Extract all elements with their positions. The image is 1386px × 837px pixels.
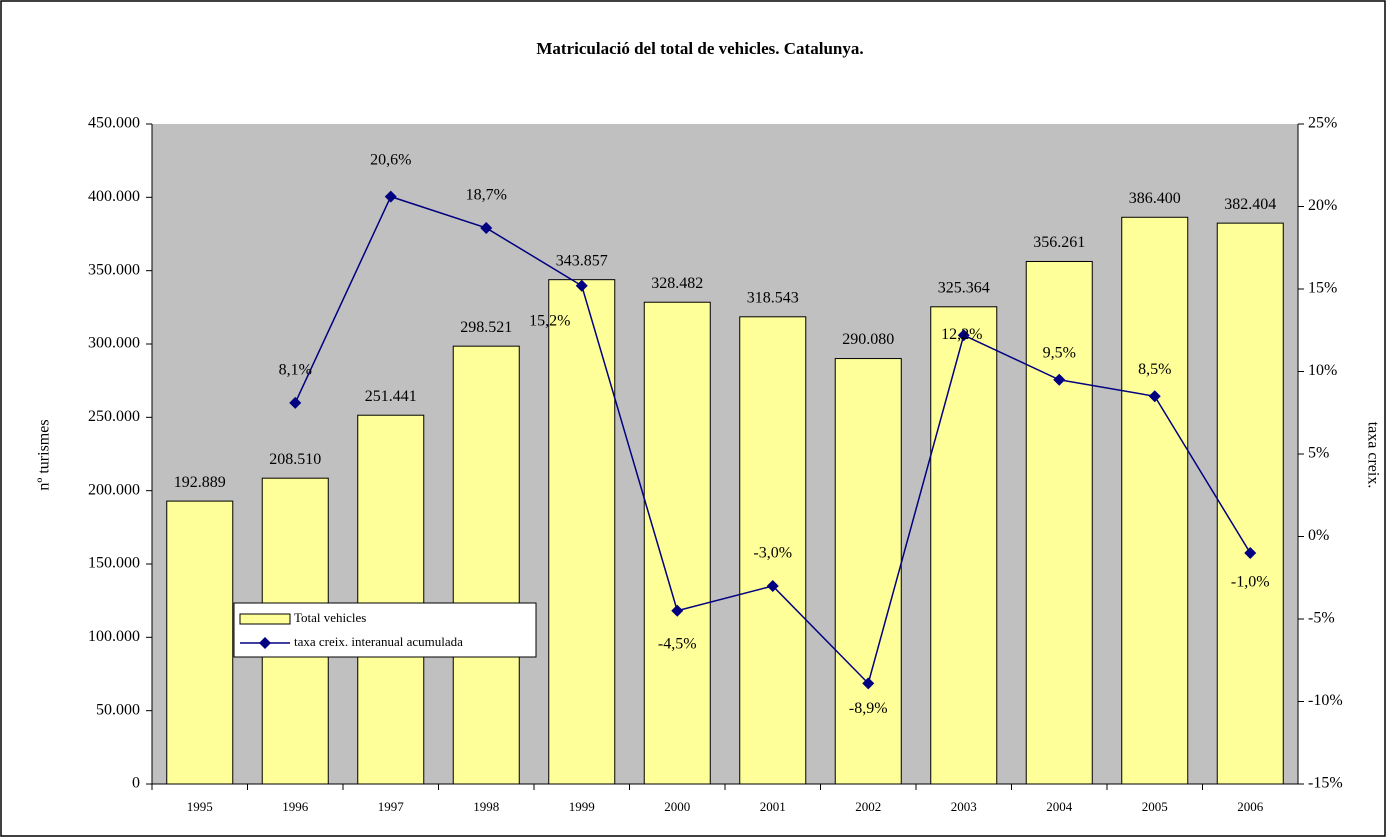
y-tick-label: 0 — [132, 775, 140, 792]
line-marker — [384, 190, 397, 203]
line-marker — [766, 580, 779, 592]
x-tick-label: 2005 — [1142, 799, 1168, 814]
x-tick-label: 2002 — [855, 799, 881, 814]
y2-tick-label: 25% — [1308, 115, 1337, 132]
bar — [834, 358, 902, 785]
y2-tick-label: -10% — [1308, 692, 1343, 709]
line-value-label: -4,5% — [658, 635, 697, 652]
legend-swatch — [239, 613, 291, 625]
line-marker — [480, 221, 493, 234]
y-tick-label: 100.000 — [88, 628, 140, 645]
bar — [930, 306, 998, 785]
bar — [166, 500, 234, 785]
line-marker — [289, 396, 302, 409]
line-marker — [1053, 373, 1066, 386]
bar-value-label: 251.441 — [365, 388, 417, 405]
bar-value-label: 208.510 — [269, 451, 321, 468]
bar — [1121, 216, 1189, 785]
bar-value-label: 328.482 — [651, 275, 703, 292]
line-marker — [671, 604, 684, 617]
line-value-label: 12,2% — [941, 326, 982, 343]
y-tick-label: 50.000 — [96, 701, 140, 718]
y2-axis-title: taxa creix. — [1364, 422, 1381, 489]
bar-value-label: 386.400 — [1129, 190, 1181, 207]
line-value-label: 8,5% — [1138, 361, 1171, 378]
y2-tick-label: 0% — [1308, 527, 1329, 544]
y2-tick-label: 15% — [1308, 280, 1337, 297]
chart-title: Matriculació del total de vehicles. Cata… — [536, 39, 863, 58]
y-tick-label: 400.000 — [88, 188, 140, 205]
y2-tick-label: 20% — [1308, 197, 1337, 214]
x-tick-label: 2001 — [760, 799, 786, 814]
legend-label: Total vehicles — [294, 610, 366, 625]
x-tick-label: 1996 — [282, 799, 309, 814]
bar — [357, 414, 425, 785]
x-tick-label: 1997 — [378, 799, 405, 814]
line-marker — [957, 329, 970, 342]
legend — [233, 602, 537, 658]
x-tick-label: 2004 — [1046, 799, 1073, 814]
y2-tick-label: -15% — [1308, 775, 1343, 792]
bar-value-label: 343.857 — [556, 252, 608, 269]
line-value-label: 8,1% — [279, 362, 312, 379]
bar — [452, 345, 520, 785]
line-value-label: 15,2% — [529, 312, 570, 329]
bar — [1216, 222, 1284, 785]
y-axis-title: nº turismes — [36, 419, 53, 490]
line-value-label: -1,0% — [1231, 574, 1270, 591]
y-tick-label: 450.000 — [88, 115, 140, 132]
y-tick-label: 150.000 — [88, 555, 140, 572]
line-value-label: -3,0% — [753, 545, 792, 562]
bar-value-label: 382.404 — [1224, 196, 1276, 213]
line-marker — [1244, 547, 1257, 559]
bar — [548, 279, 616, 785]
line-marker — [575, 279, 588, 292]
line-marker — [1148, 390, 1161, 403]
line-marker — [862, 677, 875, 690]
plot-area — [152, 124, 1298, 784]
line-value-label: 9,5% — [1043, 344, 1076, 361]
legend-marker — [259, 637, 271, 649]
line-value-label: -8,9% — [849, 700, 888, 717]
x-tick-label: 2003 — [951, 799, 977, 814]
bar-value-label: 298.521 — [460, 319, 512, 336]
bar-value-label: 192.889 — [174, 474, 226, 491]
x-tick-label: 2006 — [1237, 799, 1264, 814]
bar — [739, 316, 807, 785]
bar-value-label: 318.543 — [747, 289, 799, 306]
y-tick-label: 350.000 — [88, 261, 140, 278]
x-tick-label: 1998 — [473, 799, 499, 814]
y2-tick-label: 10% — [1308, 362, 1337, 379]
y-tick-label: 300.000 — [88, 335, 140, 352]
y2-tick-label: -5% — [1308, 610, 1335, 627]
y2-tick-label: 5% — [1308, 445, 1329, 462]
y-tick-label: 200.000 — [88, 481, 140, 498]
bar — [1025, 260, 1093, 785]
line-value-label: 18,7% — [466, 187, 507, 204]
bar-value-label: 356.261 — [1033, 234, 1085, 251]
y-tick-label: 250.000 — [88, 408, 140, 425]
legend-label: taxa creix. interanual acumulada — [294, 634, 463, 649]
line-value-label: 20,6% — [370, 151, 411, 168]
bar-value-label: 325.364 — [938, 279, 990, 296]
bar — [643, 301, 711, 785]
x-tick-label: 1995 — [187, 799, 213, 814]
bar-value-label: 290.080 — [842, 331, 894, 348]
x-tick-label: 2000 — [664, 799, 690, 814]
x-tick-label: 1999 — [569, 799, 595, 814]
